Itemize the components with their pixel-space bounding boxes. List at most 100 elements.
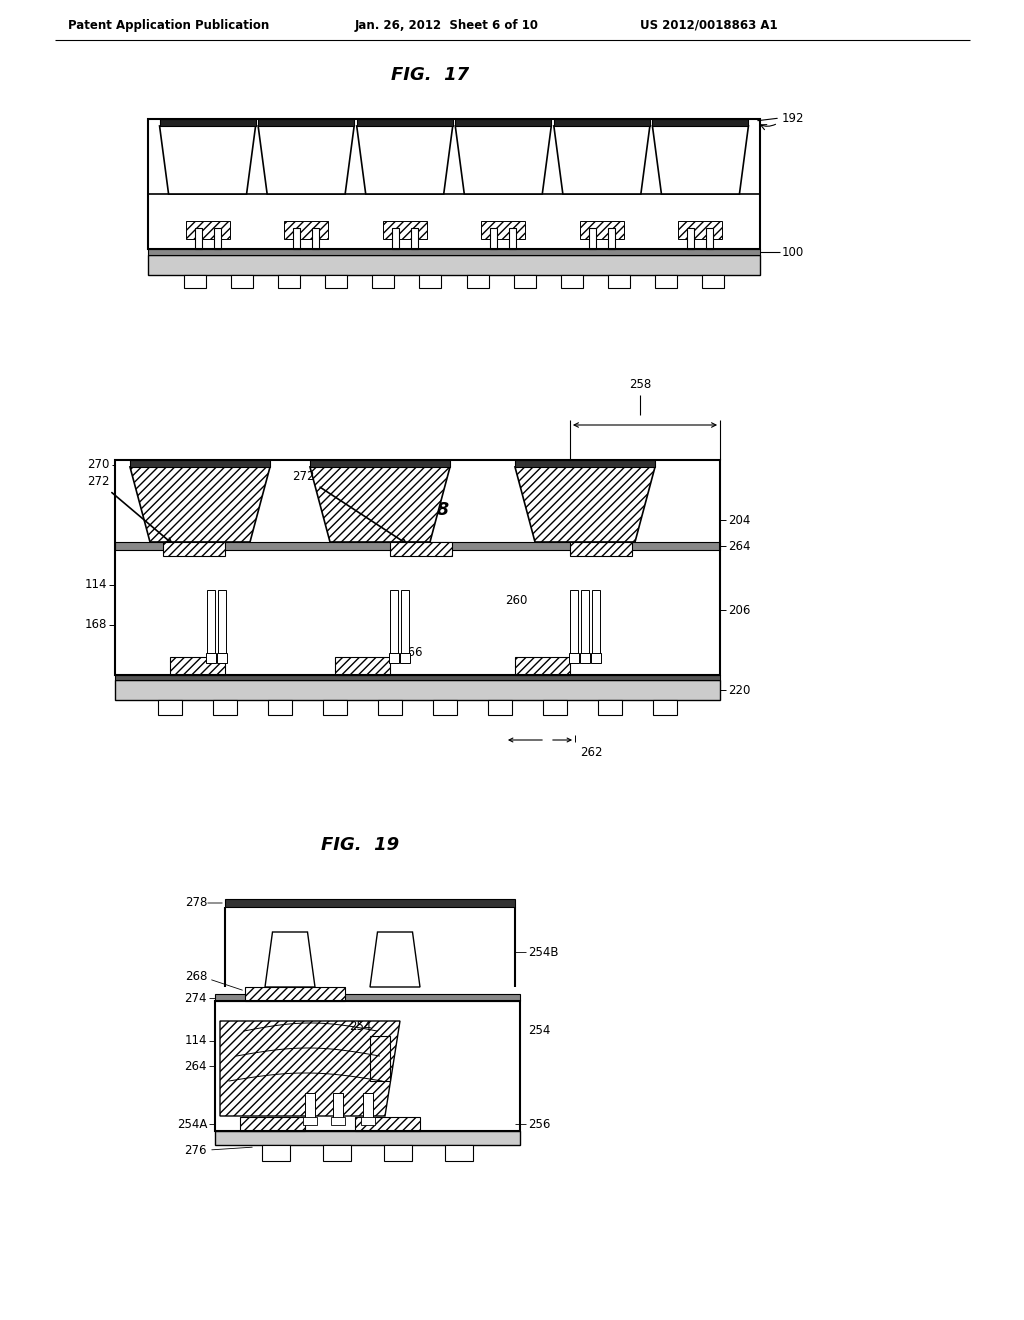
- Text: Jan. 26, 2012  Sheet 6 of 10: Jan. 26, 2012 Sheet 6 of 10: [355, 18, 539, 32]
- Bar: [195, 228, 202, 249]
- Bar: [148, 194, 760, 249]
- Bar: [215, 1001, 520, 1131]
- Text: 266: 266: [400, 647, 423, 660]
- Bar: [305, 1093, 315, 1121]
- Polygon shape: [652, 125, 749, 194]
- Bar: [215, 994, 520, 1001]
- Bar: [569, 653, 579, 663]
- Polygon shape: [130, 467, 270, 543]
- Bar: [231, 275, 253, 288]
- Bar: [218, 590, 226, 655]
- Bar: [240, 1117, 305, 1131]
- Text: 278: 278: [184, 896, 207, 909]
- Bar: [401, 590, 409, 655]
- Bar: [370, 1036, 390, 1081]
- Bar: [303, 1117, 317, 1125]
- Bar: [333, 1093, 343, 1121]
- Bar: [653, 700, 677, 715]
- Bar: [148, 255, 760, 275]
- Polygon shape: [160, 125, 256, 194]
- Bar: [213, 700, 237, 715]
- Polygon shape: [456, 125, 551, 194]
- Text: Patent Application Publication: Patent Application Publication: [68, 18, 269, 32]
- Text: 254: 254: [349, 1019, 371, 1032]
- Bar: [215, 1001, 520, 1131]
- Bar: [554, 119, 650, 125]
- Bar: [215, 1131, 520, 1144]
- Bar: [490, 228, 498, 249]
- Bar: [170, 657, 225, 675]
- Text: 220: 220: [728, 684, 751, 697]
- Polygon shape: [515, 467, 655, 543]
- Bar: [654, 275, 677, 288]
- Bar: [293, 228, 300, 249]
- Text: 264: 264: [728, 540, 751, 553]
- Bar: [356, 119, 453, 125]
- Bar: [514, 275, 536, 288]
- Bar: [115, 675, 720, 680]
- Bar: [268, 700, 292, 715]
- Bar: [652, 119, 749, 125]
- Bar: [580, 653, 590, 663]
- Bar: [331, 1117, 345, 1125]
- Text: 100: 100: [782, 246, 804, 259]
- Bar: [389, 653, 399, 663]
- Polygon shape: [220, 1020, 400, 1115]
- Bar: [335, 657, 390, 675]
- Text: 274: 274: [184, 991, 207, 1005]
- Bar: [323, 700, 347, 715]
- Bar: [185, 220, 229, 239]
- Text: 114: 114: [184, 1035, 207, 1048]
- Text: 254: 254: [528, 1023, 550, 1036]
- Text: 262: 262: [580, 746, 602, 759]
- Bar: [312, 228, 319, 249]
- Bar: [115, 550, 720, 675]
- Bar: [561, 275, 583, 288]
- Bar: [115, 543, 720, 550]
- Bar: [361, 1117, 375, 1125]
- Bar: [378, 700, 402, 715]
- Bar: [245, 987, 345, 1001]
- Text: 192: 192: [782, 111, 805, 124]
- Text: 268: 268: [184, 970, 207, 983]
- Bar: [608, 275, 630, 288]
- Bar: [390, 590, 398, 655]
- Bar: [384, 1144, 412, 1162]
- Bar: [592, 590, 600, 655]
- Bar: [163, 543, 225, 556]
- Text: 260: 260: [505, 594, 527, 606]
- Text: FIG.  17: FIG. 17: [391, 66, 469, 84]
- Polygon shape: [265, 932, 315, 987]
- Bar: [701, 275, 724, 288]
- Bar: [392, 228, 398, 249]
- Bar: [570, 543, 632, 556]
- Text: 258: 258: [629, 379, 651, 392]
- Text: 206: 206: [728, 603, 751, 616]
- Bar: [148, 119, 760, 249]
- Bar: [362, 1093, 373, 1121]
- Bar: [383, 220, 427, 239]
- Text: 254A: 254A: [176, 1118, 207, 1130]
- Bar: [214, 228, 220, 249]
- Bar: [323, 1144, 351, 1162]
- Bar: [217, 653, 227, 663]
- Polygon shape: [554, 125, 650, 194]
- Bar: [130, 459, 270, 467]
- Bar: [373, 275, 394, 288]
- Text: 254B: 254B: [528, 945, 558, 958]
- Bar: [433, 700, 457, 715]
- Bar: [158, 700, 182, 715]
- Bar: [570, 590, 578, 655]
- Bar: [184, 275, 206, 288]
- Text: 256: 256: [528, 1118, 550, 1130]
- Bar: [279, 275, 300, 288]
- Bar: [608, 228, 614, 249]
- Bar: [598, 700, 622, 715]
- Bar: [456, 119, 551, 125]
- Text: 204: 204: [728, 513, 751, 527]
- Text: 264: 264: [184, 1060, 207, 1072]
- Polygon shape: [310, 467, 450, 543]
- Bar: [467, 275, 488, 288]
- Bar: [509, 228, 516, 249]
- Bar: [420, 275, 441, 288]
